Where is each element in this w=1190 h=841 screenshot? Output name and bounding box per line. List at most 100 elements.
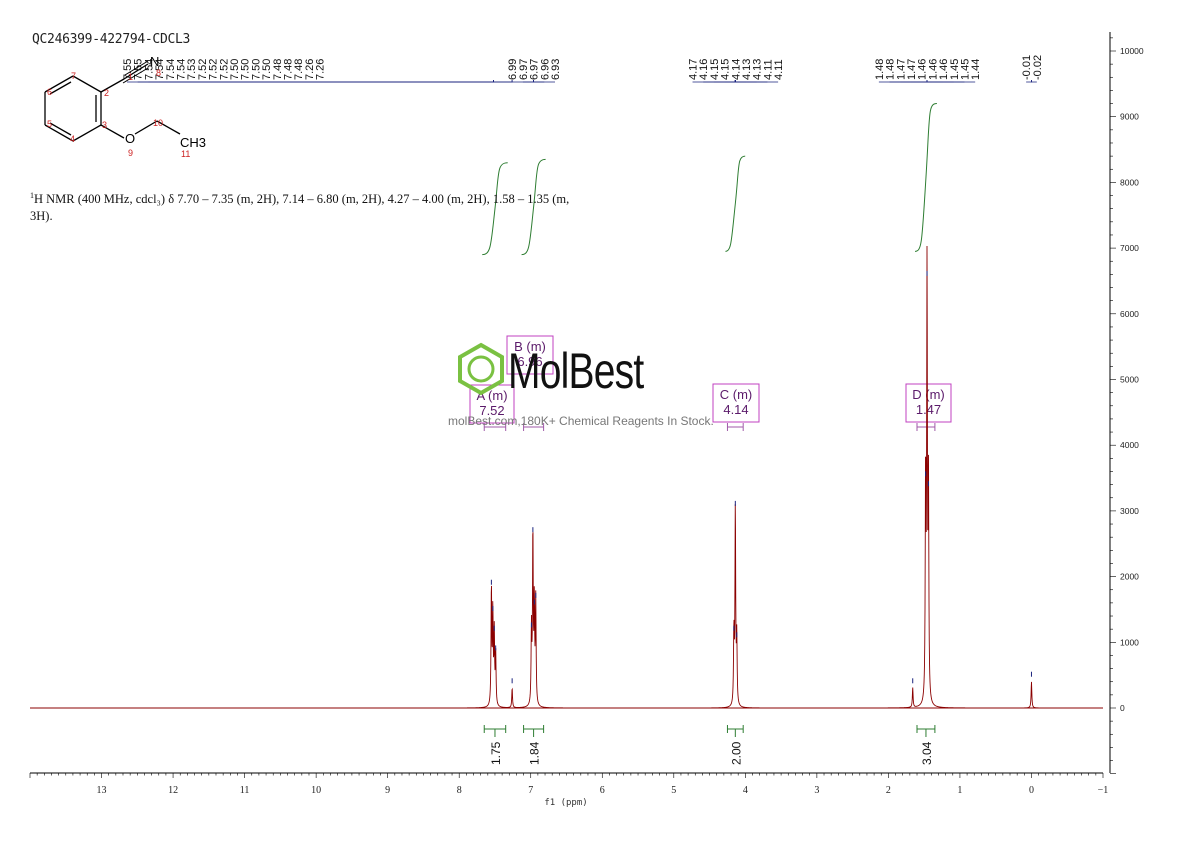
peak-label: 7.50 xyxy=(261,59,273,80)
x-tick-label: 4 xyxy=(743,785,748,796)
integral-value: 2.00 xyxy=(729,741,743,765)
peak-label: 7.50 xyxy=(240,59,252,80)
peak-label: 7.26 xyxy=(304,59,316,80)
peak-label: 7.50 xyxy=(229,59,241,80)
x-tick-label: 2 xyxy=(886,785,891,796)
x-tick-label: 13 xyxy=(97,785,107,796)
sample-id: QC246399-422794-CDCL3 xyxy=(32,32,191,47)
peak-label: 4.11 xyxy=(773,59,785,80)
x-tick-label: 1 xyxy=(957,785,962,796)
y-tick-label: 9000 xyxy=(1120,112,1139,122)
x-tick-label: 11 xyxy=(240,785,250,796)
integral-value: 1.75 xyxy=(489,741,503,765)
x-tick-label: 8 xyxy=(457,785,462,796)
peak-leader xyxy=(533,80,555,83)
y-tick-label: 5000 xyxy=(1120,375,1139,385)
peak-leader xyxy=(319,80,513,83)
atom-number: 11 xyxy=(181,149,190,159)
integral-value: 1.84 xyxy=(528,741,542,765)
peak-label: 4.15 xyxy=(720,59,732,80)
atom-number: 5 xyxy=(47,119,52,129)
y-tick-label: 8000 xyxy=(1120,177,1139,187)
atom-o: O xyxy=(125,131,135,146)
y-tick-label: 7000 xyxy=(1120,243,1139,253)
peak-label: 7.52 xyxy=(218,59,230,80)
y-tick-label: 0 xyxy=(1120,703,1125,713)
x-tick-label: 7 xyxy=(528,785,533,796)
peak-top-markers xyxy=(490,270,1032,684)
peak-label: 6.99 xyxy=(507,59,519,80)
peak-label: 6.97 xyxy=(518,59,530,80)
atom-ch3: CH3 xyxy=(180,135,206,150)
atom-number: 3 xyxy=(102,120,107,130)
peak-label: 6.93 xyxy=(550,59,562,80)
multiplet-letter: C (m) xyxy=(720,387,753,402)
y-tick-label: 1000 xyxy=(1120,637,1139,647)
multiplet-letter: B (m) xyxy=(514,339,546,354)
atom-number: 4 xyxy=(70,134,75,144)
peak-label: 1.48 xyxy=(874,59,886,80)
peak-label: 1.47 xyxy=(906,59,918,80)
peak-label: 1.48 xyxy=(885,59,897,80)
peak-label: 1.45 xyxy=(949,59,961,80)
atom-number: 1 xyxy=(128,72,133,82)
peak-label: 1.46 xyxy=(938,59,950,80)
x-axis-label: f1 (ppm) xyxy=(544,798,587,808)
integral-curve xyxy=(482,162,508,256)
peak-leader xyxy=(1031,80,1037,83)
y-tick-label: 10000 xyxy=(1120,46,1144,56)
nmr-description-text: H NMR (400 MHz, cdcl₃) δ 7.70 – 7.35 (m,… xyxy=(30,192,570,224)
multiplet-letter: D (m) xyxy=(912,387,945,402)
x-tick-label: −1 xyxy=(1098,785,1109,796)
peak-label: 7.48 xyxy=(272,59,284,80)
x-tick-label: 0 xyxy=(1029,785,1034,796)
peak-label: -0.01 xyxy=(1021,55,1033,80)
atom-number: 9 xyxy=(128,148,133,158)
peak-label: 7.54 xyxy=(143,59,155,80)
integral-value: 3.04 xyxy=(920,741,934,765)
integral-curve xyxy=(725,155,746,252)
y-tick-label: 4000 xyxy=(1120,440,1139,450)
x-tick-label: 6 xyxy=(600,785,605,796)
peak-label: 1.44 xyxy=(970,59,982,80)
peak-label: 1.45 xyxy=(959,59,971,80)
peak-label: 7.26 xyxy=(315,59,327,80)
atom-number: 7 xyxy=(71,71,76,81)
x-tick-label: 5 xyxy=(671,785,676,796)
peak-label: 4.17 xyxy=(688,59,700,80)
peak-label: 1.47 xyxy=(895,59,907,80)
peak-label: 4.14 xyxy=(730,59,742,80)
atom-n: N xyxy=(150,54,159,69)
molecule-structure: N O CH3 1 2 3 4 5 6 7 8 9 10 11 xyxy=(44,54,206,159)
watermark-brand: MolBest xyxy=(508,343,644,399)
x-tick-label: 10 xyxy=(311,785,321,796)
y-tick-label: 3000 xyxy=(1120,506,1139,516)
peak-label: 7.50 xyxy=(250,59,262,80)
peak-label: -0.02 xyxy=(1032,55,1044,80)
peak-label: 4.13 xyxy=(741,59,753,80)
atom-number: 2 xyxy=(104,88,109,98)
peak-label: 7.54 xyxy=(154,59,166,80)
multiplet-shift: 6.96 xyxy=(517,354,542,369)
integral-group: 1.75 1.84 2.00 3.04 xyxy=(482,103,937,765)
peak-label: 7.52 xyxy=(197,59,209,80)
peak-label: 7.52 xyxy=(208,59,220,80)
peak-label: 4.13 xyxy=(752,59,764,80)
x-tick-label: 12 xyxy=(168,785,178,796)
peak-label: 7.53 xyxy=(186,59,198,80)
peak-label-group: 7.557.557.547.547.547.547.537.527.527.52… xyxy=(122,55,1044,83)
multiplet-shift: 4.14 xyxy=(723,402,748,417)
peak-label: 6.97 xyxy=(529,59,541,80)
peak-label: 7.48 xyxy=(293,59,305,80)
peak-leader xyxy=(926,80,976,83)
atom-number: 6 xyxy=(47,87,52,97)
peak-label: 4.15 xyxy=(709,59,721,80)
peak-label: 7.54 xyxy=(165,59,177,80)
x-tick-label: 9 xyxy=(385,785,390,796)
peak-label: 1.46 xyxy=(927,59,939,80)
peak-label: 7.54 xyxy=(176,59,188,80)
multiplet-box xyxy=(712,383,760,423)
nmr-description: 1H NMR (400 MHz, cdcl₃) δ 7.70 – 7.35 (m… xyxy=(30,187,590,225)
x-axis-ticks: 13 12 11 10 9 8 7 6 5 4 3 2 1 0 −1 xyxy=(29,773,1109,796)
